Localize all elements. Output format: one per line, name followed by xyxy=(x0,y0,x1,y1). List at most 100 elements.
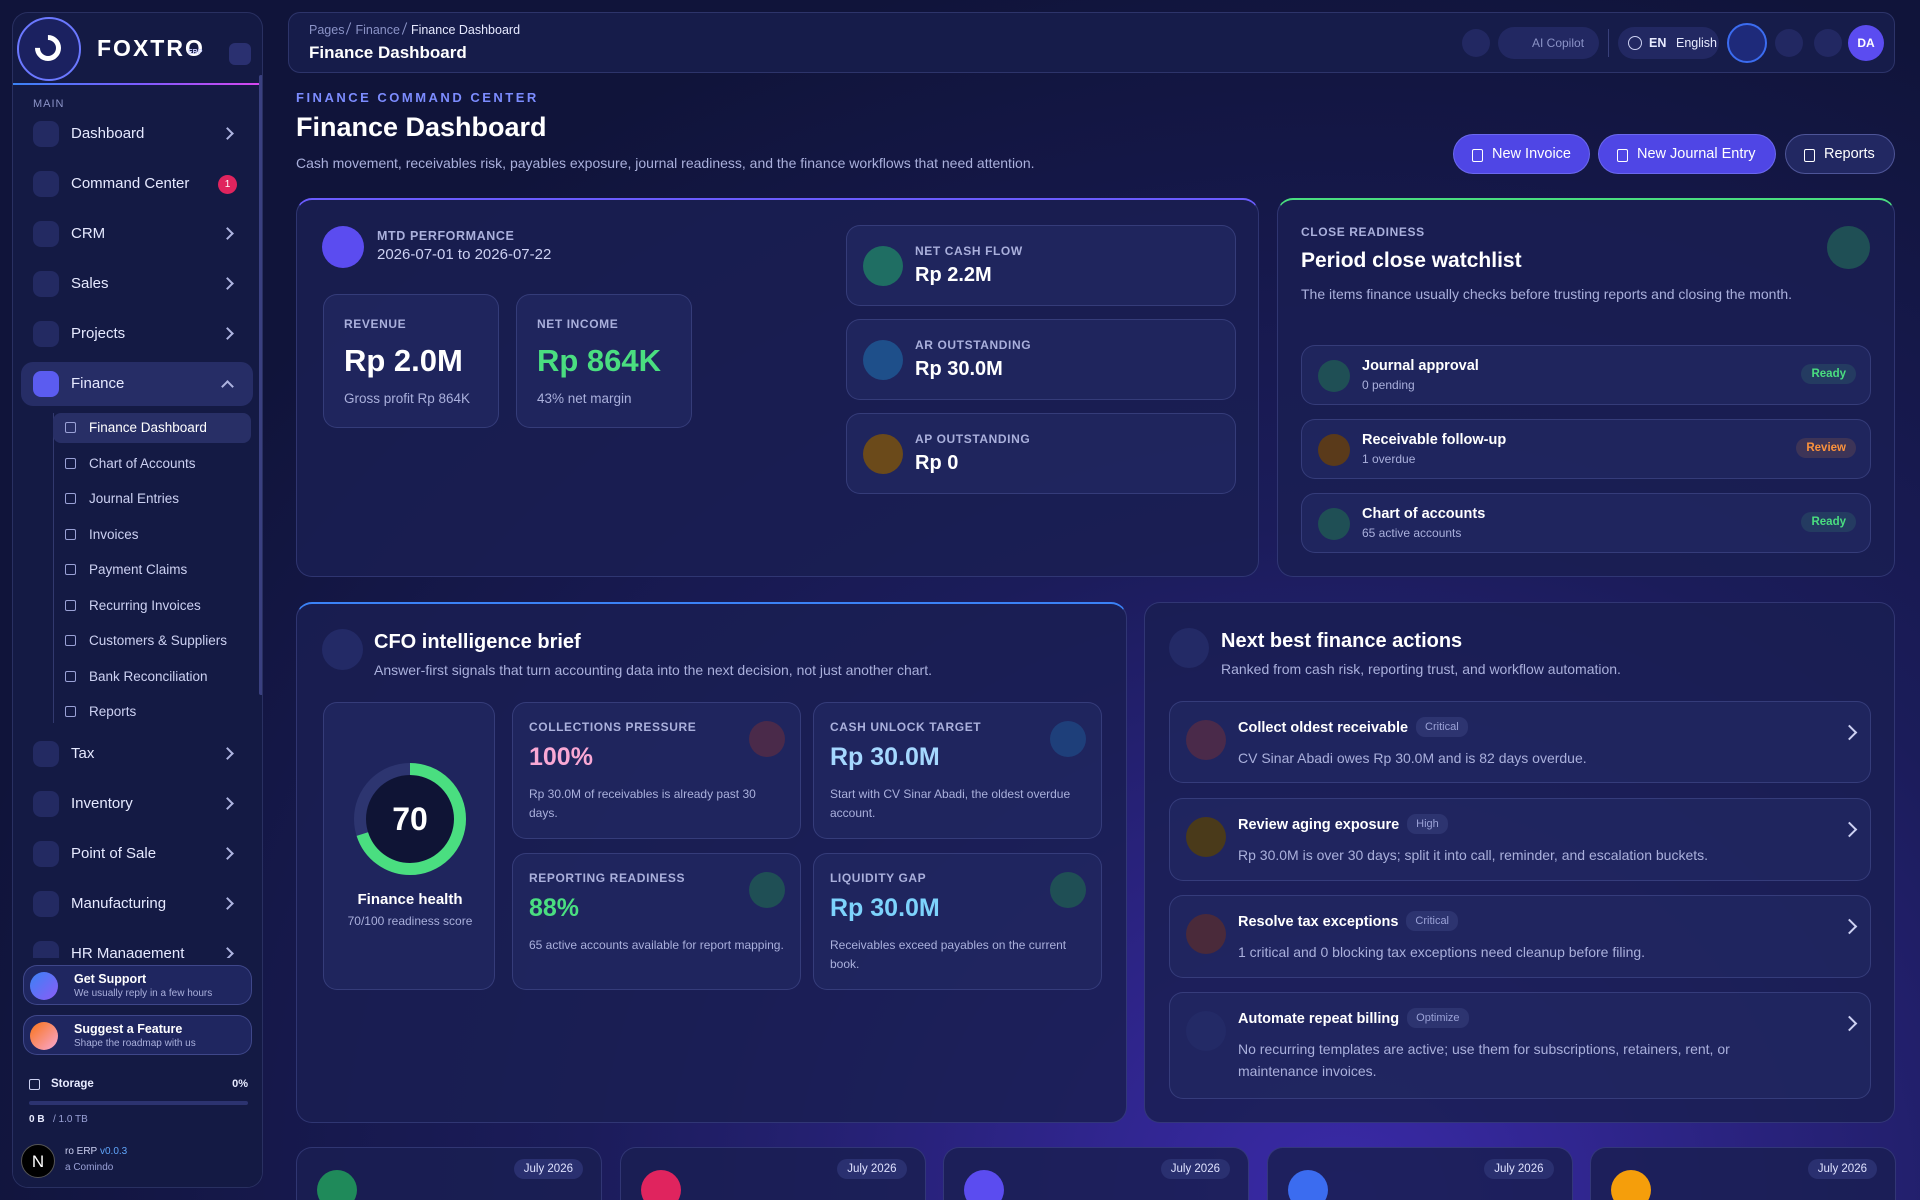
topbar-title: Finance Dashboard xyxy=(309,43,467,62)
pin-button[interactable] xyxy=(229,43,251,65)
flow-label: AP OUTSTANDING xyxy=(915,432,1031,446)
submenu-item[interactable]: Finance Dashboard xyxy=(53,413,251,443)
submenu-icon xyxy=(65,599,76,611)
submenu-label: Customers & Suppliers xyxy=(89,633,228,648)
action-item[interactable]: Automate repeat billing Optimize No recurr… xyxy=(1169,992,1871,1099)
submenu-item[interactable]: Customers & Suppliers xyxy=(53,626,251,656)
checklist-subtitle: 0 pending xyxy=(1362,378,1415,392)
chevron xyxy=(221,747,234,760)
notifications-button[interactable] xyxy=(1775,29,1803,57)
chevron xyxy=(221,227,234,240)
health-note: 70/100 readiness score xyxy=(347,914,473,928)
support-card[interactable]: Get Support We usually reply in a few hou… xyxy=(23,965,252,1005)
scrollbar xyxy=(259,75,262,695)
submenu-icon xyxy=(65,493,76,504)
checklist-subtitle: 1 overdue xyxy=(1362,452,1416,466)
flow-label: NET CASH FLOW xyxy=(915,244,1023,258)
section-label: MAIN xyxy=(33,98,65,110)
action-item[interactable]: Review aging exposure High Rp 30.0M is ove… xyxy=(1169,798,1871,881)
version-number: v0.0.3 xyxy=(100,1146,128,1157)
nav-item[interactable]: CRM xyxy=(21,212,253,256)
brief-subtitle: Answer-first signals that turn accountin… xyxy=(374,662,932,678)
nav-label: Point of Sale xyxy=(71,845,157,862)
action-item-text: Rp 30.0M is over 30 days; split it into … xyxy=(1238,847,1709,863)
health-arc xyxy=(354,763,466,875)
copilot-button[interactable]: AI Copilot xyxy=(1498,27,1599,59)
signal-label: COLLECTIONS PRESSURE xyxy=(529,720,697,734)
breadcrumb-item[interactable]: Pages xyxy=(309,23,345,37)
submenu-item[interactable]: Reports xyxy=(53,697,251,727)
nav-item[interactable]: Dashboard xyxy=(21,112,253,156)
submenu-item[interactable]: Chart of Accounts xyxy=(53,449,251,479)
checklist-title: Journal approval xyxy=(1362,358,1479,374)
action-item-icon xyxy=(1186,914,1226,954)
language-button[interactable]: EN English xyxy=(1618,27,1719,59)
storage-label: Storage xyxy=(51,1078,94,1090)
chevron xyxy=(221,380,234,393)
submenu-label: Finance Dashboard xyxy=(89,420,207,435)
nav-item[interactable]: Projects xyxy=(21,312,253,356)
nav-item[interactable]: Point of Sale xyxy=(21,832,253,876)
version-company: a Comindo xyxy=(65,1162,114,1173)
period-icon xyxy=(317,1170,357,1200)
breadcrumb-item[interactable]: Finance xyxy=(355,23,400,37)
signal-icon xyxy=(749,721,785,757)
signal-value: Rp 30.0M xyxy=(830,743,940,771)
signal-note: Rp 30.0M of receivables is already past … xyxy=(529,787,756,820)
breadcrumb-item: Finance Dashboard xyxy=(410,23,521,37)
nav-item[interactable]: Command Center 1 xyxy=(21,162,253,206)
user-menu[interactable]: DA xyxy=(1848,25,1884,61)
theme-toggle[interactable] xyxy=(1727,23,1767,63)
close-card: CLOSE READINESS Period close watchlist The… xyxy=(1277,198,1895,577)
nav-item[interactable]: Tax xyxy=(21,732,253,776)
action-item-text: CV Sinar Abadi owes Rp 30.0M and is 82 d… xyxy=(1238,750,1587,766)
kpi-card: NET INCOME Rp 864K 43% net margin xyxy=(516,294,692,428)
period-card: July 2026 xyxy=(943,1147,1249,1200)
health-card: 70 Finance health 70/100 readiness score xyxy=(323,702,495,990)
action-item[interactable]: Resolve tax exceptions Critical 1 critical… xyxy=(1169,895,1871,978)
kpi-note: Gross profit Rp 864K xyxy=(344,391,471,406)
actions-title: Next best finance actions xyxy=(1221,630,1463,652)
flow-icon xyxy=(863,246,903,286)
action-icon xyxy=(1617,149,1628,162)
chevron xyxy=(221,847,234,860)
support-title: Get Support xyxy=(74,972,147,986)
signal-label: REPORTING READINESS xyxy=(529,871,686,885)
submenu-item[interactable]: Recurring Invoices xyxy=(53,591,251,621)
signal-note: 65 active accounts available for report … xyxy=(529,938,784,952)
submenu-item[interactable]: Invoices xyxy=(53,520,251,550)
flow-card: NET CASH FLOW Rp 2.2M xyxy=(846,225,1236,306)
action-button[interactable]: New Invoice xyxy=(1453,134,1590,174)
period-label: July 2026 xyxy=(1807,1159,1877,1179)
nav-item[interactable]: Inventory xyxy=(21,782,253,826)
nav-icon xyxy=(33,741,59,767)
submenu-label: Reports xyxy=(89,704,137,719)
submenu-item[interactable]: Journal Entries xyxy=(53,484,251,514)
period-card: July 2026 xyxy=(296,1147,602,1200)
signal-icon xyxy=(1050,872,1086,908)
support-card[interactable]: Suggest a Feature Shape the roadmap with … xyxy=(23,1015,252,1055)
action-button[interactable]: Reports xyxy=(1785,134,1895,174)
nav-item[interactable]: Finance xyxy=(21,362,253,406)
submenu-item[interactable]: Payment Claims xyxy=(53,555,251,585)
action-item[interactable]: Collect oldest receivable Critical CV Sina… xyxy=(1169,701,1871,783)
nav-label: Command Center xyxy=(71,175,190,192)
nav-item[interactable]: Manufacturing xyxy=(21,882,253,926)
action-item-tag: Optimize xyxy=(1407,1008,1469,1028)
period-card: July 2026 xyxy=(619,1147,926,1200)
actions-subtitle: Ranked from cash risk, reporting trust, … xyxy=(1221,661,1621,677)
signal-value: Rp 30.0M xyxy=(830,894,940,922)
nav-item[interactable]: Sales xyxy=(21,262,253,306)
signal-icon xyxy=(1050,721,1086,757)
action-item-tag: High xyxy=(1407,814,1448,834)
nav-label: Projects xyxy=(71,325,126,342)
settings-button[interactable] xyxy=(1814,29,1842,57)
search-button[interactable] xyxy=(1462,29,1490,57)
period-card: July 2026 xyxy=(1590,1147,1896,1200)
submenu-item[interactable]: Bank Reconciliation xyxy=(53,662,251,692)
action-button[interactable]: New Journal Entry xyxy=(1598,134,1776,174)
submenu-icon xyxy=(65,457,76,469)
chevron xyxy=(221,897,234,910)
user-avatar[interactable]: N xyxy=(21,1144,55,1178)
support-icon xyxy=(30,1022,58,1050)
